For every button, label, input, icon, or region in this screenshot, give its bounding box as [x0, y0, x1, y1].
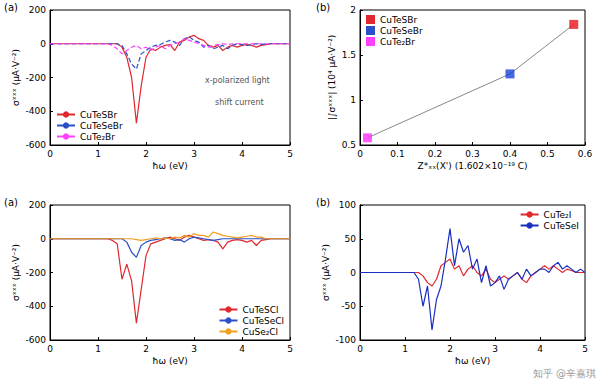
svg-text:CuTe₂Br: CuTe₂Br	[380, 37, 415, 47]
svg-text:0: 0	[350, 268, 356, 278]
svg-text:-400: -400	[26, 301, 47, 311]
svg-text:2: 2	[143, 149, 149, 159]
svg-text:2: 2	[350, 5, 356, 15]
svg-text:CuTeSeBr: CuTeSeBr	[380, 26, 423, 36]
svg-text:50: 50	[345, 234, 357, 244]
svg-text:2: 2	[447, 344, 453, 354]
svg-text:x-polarized light: x-polarized light	[205, 76, 270, 85]
svg-text:0: 0	[40, 39, 46, 49]
svg-text:200: 200	[29, 200, 46, 210]
svg-text:CuTe₂Br: CuTe₂Br	[80, 132, 115, 142]
svg-text:(a): (a)	[4, 197, 18, 208]
svg-text:CuTeSeI: CuTeSeI	[544, 221, 579, 231]
svg-text:4: 4	[537, 344, 543, 354]
svg-text:(a): (a)	[4, 2, 18, 13]
svg-text:|∫σˣˣˣ| (10⁴ μA·V⁻²): |∫σˣˣˣ| (10⁴ μA·V⁻²)	[327, 35, 337, 121]
svg-text:CuTeSBr: CuTeSBr	[380, 15, 417, 25]
svg-text:CuSe₂Cl: CuSe₂Cl	[242, 327, 278, 337]
svg-text:0: 0	[47, 149, 53, 159]
svg-text:(b): (b)	[316, 2, 330, 13]
svg-text:0.3: 0.3	[465, 149, 479, 159]
svg-text:σˣˣˣ (μA·V⁻²): σˣˣˣ (μA·V⁻²)	[11, 244, 21, 301]
svg-text:100: 100	[339, 200, 356, 210]
svg-text:200: 200	[29, 5, 46, 15]
svg-text:0.5: 0.5	[342, 140, 356, 150]
svg-text:CuTeSeCl: CuTeSeCl	[242, 316, 284, 326]
svg-text:-50: -50	[341, 301, 356, 311]
svg-text:1: 1	[350, 95, 356, 105]
svg-text:CuTe₂I: CuTe₂I	[544, 210, 572, 220]
svg-text:4: 4	[239, 149, 245, 159]
svg-text:Z*ₓₓ(X') (1.602×10⁻¹⁹ C): Z*ₓₓ(X') (1.602×10⁻¹⁹ C)	[417, 161, 527, 171]
svg-text:-200: -200	[26, 268, 47, 278]
svg-text:1: 1	[402, 344, 408, 354]
svg-text:0.1: 0.1	[390, 149, 404, 159]
svg-text:0: 0	[47, 344, 53, 354]
svg-text:3: 3	[492, 344, 498, 354]
svg-text:5: 5	[287, 344, 293, 354]
svg-text:1.5: 1.5	[342, 50, 356, 60]
svg-text:1: 1	[95, 344, 101, 354]
svg-text:-600: -600	[26, 335, 47, 345]
svg-text:1: 1	[95, 149, 101, 159]
svg-text:0.2: 0.2	[428, 149, 442, 159]
svg-text:(b): (b)	[316, 197, 330, 208]
svg-text:4: 4	[239, 344, 245, 354]
svg-text:-400: -400	[26, 106, 47, 116]
svg-text:0.5: 0.5	[540, 149, 554, 159]
svg-text:ħω (eV): ħω (eV)	[152, 161, 187, 171]
svg-text:0.4: 0.4	[503, 149, 518, 159]
svg-text:σˣˣˣ (μA·V⁻²): σˣˣˣ (μA·V⁻²)	[11, 49, 21, 106]
svg-text:0: 0	[40, 234, 46, 244]
svg-text:ħω (eV): ħω (eV)	[455, 356, 490, 366]
svg-text:知乎 @辛嘉琪: 知乎 @辛嘉琪	[533, 368, 596, 379]
svg-text:-200: -200	[26, 73, 47, 83]
svg-text:3: 3	[191, 149, 197, 159]
svg-text:2: 2	[143, 344, 149, 354]
svg-text:shift current: shift current	[215, 98, 264, 107]
svg-text:CuTeSCl: CuTeSCl	[242, 305, 278, 315]
svg-text:CuTeSeBr: CuTeSeBr	[80, 121, 123, 131]
svg-text:-100: -100	[336, 335, 357, 345]
svg-text:0.6: 0.6	[578, 149, 593, 159]
svg-text:0: 0	[357, 344, 363, 354]
svg-text:0: 0	[357, 149, 363, 159]
svg-text:-600: -600	[26, 140, 47, 150]
svg-text:ħω (eV): ħω (eV)	[152, 356, 187, 366]
svg-text:5: 5	[582, 344, 588, 354]
svg-text:CuTeSBr: CuTeSBr	[80, 110, 117, 120]
svg-text:5: 5	[287, 149, 293, 159]
svg-text:σˣˣˣ (μA·V⁻²): σˣˣˣ (μA·V⁻²)	[321, 244, 331, 301]
svg-text:3: 3	[191, 344, 197, 354]
